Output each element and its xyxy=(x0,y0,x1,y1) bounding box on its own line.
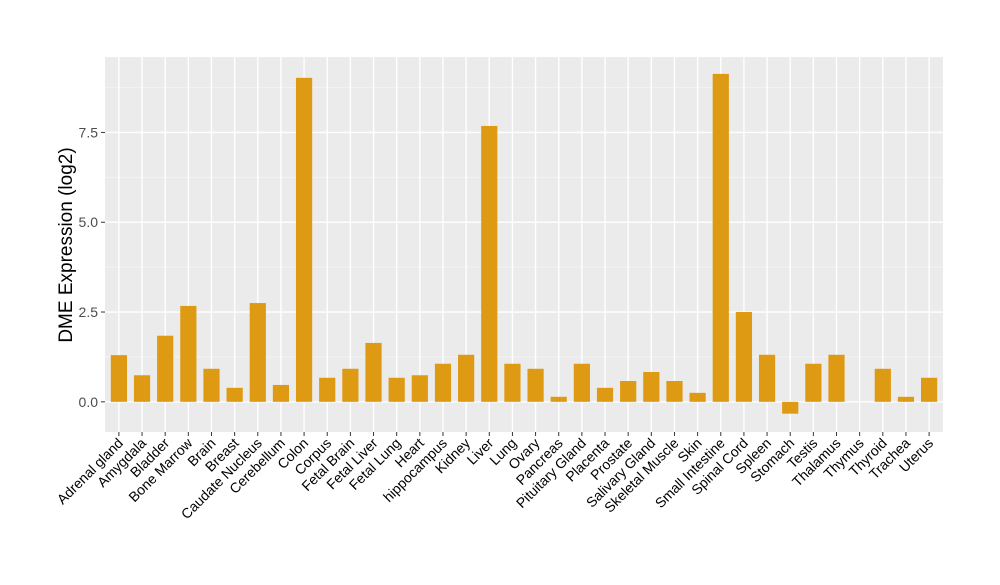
bar-breast xyxy=(226,387,243,402)
bar-fetal-lung xyxy=(388,377,405,402)
bar-corpus xyxy=(319,377,336,402)
y-tick-label: 2.5 xyxy=(79,304,99,320)
bar-caudate-nucleus xyxy=(249,303,266,402)
bar-hippocampus xyxy=(434,363,452,402)
bar-pancreas xyxy=(550,396,567,402)
bar-fetal-liver xyxy=(365,342,382,402)
bar-placenta xyxy=(596,387,614,402)
bar-prostate xyxy=(620,380,637,402)
bar-heart xyxy=(411,375,428,402)
bar-liver xyxy=(481,125,498,402)
bar-bladder xyxy=(157,335,174,402)
bar-trachea xyxy=(897,396,915,402)
bar-spleen xyxy=(758,354,776,402)
bar-lung xyxy=(504,363,521,402)
bar-kidney xyxy=(458,354,475,402)
bar-brain xyxy=(203,368,220,402)
bar-uterus xyxy=(921,377,938,402)
bar-salivary-gland xyxy=(643,372,660,402)
bar-testis xyxy=(805,363,822,402)
y-tick-label: 7.5 xyxy=(79,124,99,140)
bar-cerebellum xyxy=(272,384,290,402)
bar-colon xyxy=(295,77,313,402)
bar-ovary xyxy=(527,368,544,402)
bar-skin xyxy=(689,392,706,402)
bar-adrenal-gland xyxy=(110,355,127,402)
grid-minor xyxy=(105,87,943,358)
y-tick-label: 5.0 xyxy=(79,214,99,230)
y-tick-label: 0.0 xyxy=(79,394,99,410)
bar-thyroid xyxy=(874,368,891,402)
bars xyxy=(110,73,938,414)
bar-thalamus xyxy=(828,354,845,402)
bar-fetal-brain xyxy=(342,368,359,402)
bar-spinal-cord xyxy=(735,312,753,402)
y-axis-title: DME Expression (log2) xyxy=(56,147,77,342)
bar-bone-marrow xyxy=(180,305,197,402)
y-axis: 0.0 2.5 5.0 7.5 xyxy=(79,124,105,410)
plot-panel xyxy=(105,57,943,432)
bar-amygdala xyxy=(133,375,151,402)
bar-pituitary-gland xyxy=(573,363,590,402)
bar-skeletal-muscle xyxy=(666,380,683,402)
bar-stomach xyxy=(782,401,799,414)
bar-small-intestine xyxy=(712,73,729,402)
